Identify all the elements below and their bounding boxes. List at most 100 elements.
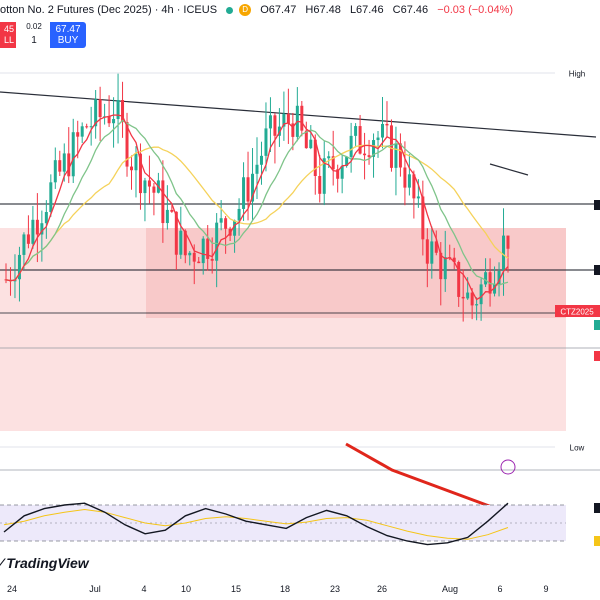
candle-body	[143, 180, 147, 194]
candle-body	[215, 222, 219, 261]
candle-body	[466, 292, 470, 299]
candle-body	[322, 158, 326, 194]
candles-group	[4, 73, 510, 322]
candle-body	[183, 230, 187, 256]
candle-body	[31, 219, 35, 244]
time-axis-tick: 23	[330, 584, 340, 594]
candle-body	[49, 182, 53, 213]
trendline-segment	[489, 163, 529, 176]
candle-body	[255, 164, 259, 174]
high-label-bg	[555, 67, 600, 79]
candle-body	[165, 209, 169, 224]
candle-body	[349, 135, 353, 157]
time-axis-tick: Jul	[89, 584, 101, 594]
symbol-price-tag-text: CTZ2025	[560, 308, 594, 317]
candle-body	[470, 292, 474, 306]
candle-body	[425, 239, 429, 264]
rsi-ma-line	[3, 508, 509, 540]
symbol-price-tag-bg	[555, 305, 600, 317]
candle-body	[62, 153, 66, 172]
candle-body	[345, 156, 349, 166]
ohlc-low: L67.46	[349, 4, 384, 16]
candle-body	[224, 218, 228, 229]
candle-body	[197, 261, 201, 264]
ohlc-close: C67.46	[392, 4, 429, 16]
chart-header: otton No. 2 Futures (Dec 2025) · 4h · IC…	[0, 4, 513, 17]
time-axis-tick: 15	[231, 584, 241, 594]
time-axis-tick: 24	[7, 584, 17, 594]
candle-body	[268, 115, 272, 129]
candle-body	[179, 230, 183, 255]
level-marker-green	[594, 320, 600, 330]
ma-fast-line	[5, 114, 509, 301]
candle-body	[67, 153, 71, 177]
low-label-bg	[555, 441, 600, 453]
level-marker-red	[594, 351, 600, 361]
candle-body	[130, 166, 133, 171]
symbol-price-tag: CTZ2025	[555, 305, 600, 317]
rsi-marker-ma	[594, 536, 600, 546]
candle-body	[340, 165, 344, 179]
candle-body	[98, 99, 102, 118]
candle-body	[479, 284, 483, 305]
low-label-text: Low	[570, 444, 585, 453]
tradingview-logo-text: TradingView	[6, 555, 89, 571]
candle-body	[107, 116, 111, 124]
buy-button[interactable]: 67.47 BUY	[50, 22, 86, 48]
tradingview-mark-icon: ⁄	[0, 555, 7, 571]
high-label-text: High	[569, 70, 585, 79]
candle-body	[147, 180, 151, 187]
candle-body	[318, 176, 322, 194]
candle-body	[457, 262, 461, 297]
candle-body	[201, 238, 205, 264]
candle-body	[80, 126, 84, 137]
time-axis-tick: 9	[543, 584, 548, 594]
candle-body	[354, 126, 358, 136]
quantity-value[interactable]: 1	[31, 35, 37, 46]
level-marker-mid	[594, 265, 600, 275]
time-axis-tick: 10	[181, 584, 191, 594]
candle-body	[461, 296, 465, 299]
candle-body	[381, 123, 384, 138]
candle-body	[161, 180, 165, 224]
candle-body	[443, 257, 447, 280]
time-axis-tick: 26	[377, 584, 387, 594]
symbol-title[interactable]: otton No. 2 Futures (Dec 2025) · 4h · IC…	[0, 4, 218, 16]
candle-body	[121, 100, 125, 123]
low-label: Low	[555, 441, 600, 453]
rsi-marker-value	[594, 503, 600, 513]
rsi-line	[3, 502, 509, 546]
candle-body	[89, 126, 93, 128]
time-axis: 24 Jul 4 10 15 18 23 26 Aug 6 9	[7, 584, 549, 594]
range-zone	[0, 228, 566, 431]
candle-body	[439, 252, 443, 280]
candle-body	[116, 100, 120, 120]
candle-body	[403, 167, 407, 188]
candle-body	[138, 153, 142, 194]
time-axis-tick: 4	[141, 584, 146, 594]
delayed-data-badge[interactable]: D	[239, 4, 252, 17]
time-axis-tick: 6	[497, 584, 502, 594]
candle-body	[421, 196, 425, 240]
tradingview-logo[interactable]: ⁄ TradingView	[0, 555, 89, 571]
sell-button[interactable]: 45 LL	[0, 22, 16, 48]
candle-body	[237, 208, 241, 221]
candle-body	[188, 252, 192, 256]
market-status-icon	[226, 6, 234, 14]
candle-body	[430, 241, 434, 264]
candle-body	[475, 304, 479, 306]
spread-value: 0.02	[26, 22, 42, 31]
time-axis-tick: 18	[280, 584, 290, 594]
candle-body	[26, 234, 30, 244]
candle-body	[44, 212, 48, 224]
candle-body	[35, 219, 39, 235]
candle-body	[85, 126, 89, 128]
candle-body	[484, 272, 488, 285]
candle-body	[394, 143, 398, 168]
time-axis-tick: Aug	[442, 584, 458, 594]
candle-body	[286, 113, 290, 124]
candle-body	[170, 209, 174, 212]
candle-body	[76, 132, 80, 137]
